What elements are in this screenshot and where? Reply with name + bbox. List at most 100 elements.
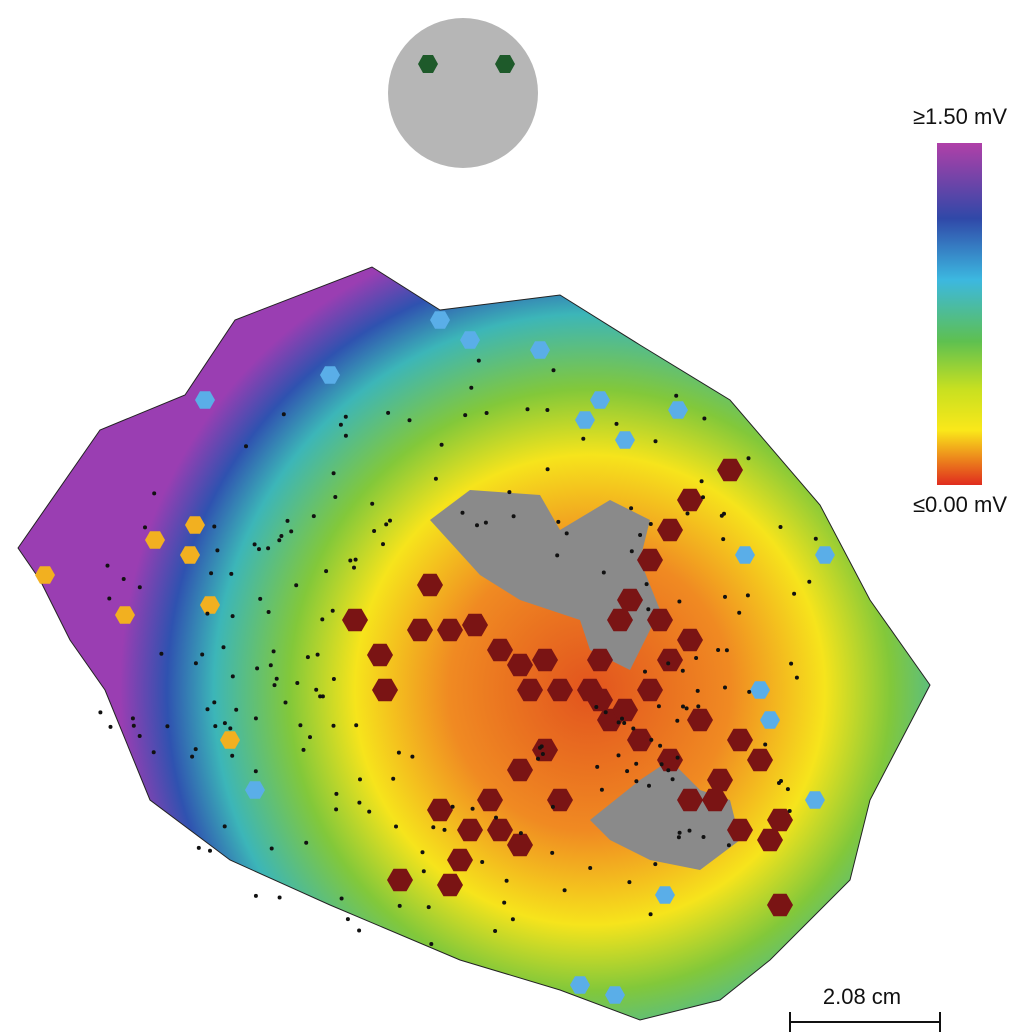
sample-point — [272, 683, 277, 688]
sample-point — [331, 471, 336, 476]
electrode-point — [702, 788, 728, 812]
sample-point — [787, 809, 792, 813]
sample-point — [268, 663, 273, 668]
tag-point — [180, 546, 200, 564]
electrode-point — [767, 893, 793, 917]
sample-point — [324, 569, 329, 574]
sample-point — [196, 845, 201, 850]
electrode-point — [487, 818, 513, 842]
sample-point — [648, 912, 653, 917]
sample-point — [208, 848, 212, 853]
sample-point — [252, 542, 257, 547]
sample-point — [550, 850, 555, 855]
sample-point — [745, 593, 750, 598]
ablation-point — [760, 711, 780, 729]
sample-point — [616, 753, 621, 758]
ablation-point — [805, 791, 825, 809]
sample-point — [469, 385, 474, 390]
electrode-point — [447, 848, 473, 872]
sample-point — [716, 648, 721, 652]
sample-point — [333, 495, 338, 499]
sample-point — [372, 529, 377, 533]
sample-point — [396, 750, 401, 755]
sample-point — [699, 479, 704, 484]
sample-point — [483, 520, 488, 525]
sample-point — [677, 830, 682, 835]
sample-point — [137, 734, 142, 738]
electrode-point — [647, 608, 673, 632]
sample-point — [629, 549, 634, 554]
sample-point — [511, 514, 516, 519]
map-surface — [17, 266, 931, 1021]
electrode-point — [507, 758, 533, 782]
electrode-point — [677, 628, 703, 652]
electrode-point — [687, 708, 713, 732]
sample-point — [354, 723, 359, 728]
sample-point — [562, 888, 567, 893]
sample-point — [308, 735, 312, 740]
sample-point — [298, 723, 303, 728]
sample-point — [98, 710, 103, 715]
tag-point — [35, 566, 55, 584]
sample-point — [687, 828, 692, 833]
sample-point — [367, 809, 372, 814]
tag-point — [200, 596, 220, 614]
sample-point — [581, 436, 586, 441]
electrode-point — [532, 648, 558, 672]
sample-point — [551, 368, 556, 373]
electrode-point — [407, 618, 433, 642]
sample-point — [484, 411, 489, 415]
sample-point — [656, 704, 661, 709]
sample-point — [311, 514, 316, 519]
sample-point — [726, 843, 731, 848]
sample-point — [143, 525, 147, 530]
sample-point — [675, 718, 680, 723]
electrode-point — [507, 833, 533, 857]
sample-point — [228, 726, 233, 731]
head-icon — [388, 18, 538, 168]
sample-point — [722, 511, 726, 516]
ablation-point — [320, 366, 340, 384]
sample-point — [622, 721, 627, 725]
sample-point — [281, 412, 286, 417]
sample-point — [320, 694, 325, 699]
scar-region — [590, 760, 740, 870]
sample-point — [550, 804, 555, 809]
sample-point — [230, 674, 235, 679]
sample-point — [510, 917, 515, 922]
scale-bar-label: 2.08 cm — [823, 984, 901, 1009]
colorbar-min-label: ≤0.00 mV — [913, 492, 1007, 517]
ablation-point — [668, 401, 688, 419]
sample-point — [504, 878, 509, 883]
sample-point — [343, 414, 348, 419]
sample-point — [792, 591, 797, 596]
sample-point — [442, 827, 447, 832]
sample-point — [294, 583, 299, 588]
sample-point — [545, 467, 550, 472]
electrode-point — [757, 828, 783, 852]
sample-point — [212, 700, 217, 705]
sample-point — [348, 558, 353, 563]
electrode-point — [427, 798, 453, 822]
sample-point — [213, 724, 218, 729]
sample-point — [388, 518, 392, 523]
sample-point — [331, 677, 336, 681]
ablation-point — [530, 341, 550, 359]
sample-point — [370, 501, 375, 506]
sample-point — [215, 548, 220, 553]
ablation-point — [245, 781, 265, 799]
sample-point — [696, 704, 701, 709]
sample-point — [426, 905, 431, 910]
ablation-point — [575, 411, 595, 429]
electrode-point — [607, 608, 633, 632]
sample-point — [229, 571, 234, 576]
sample-point — [460, 510, 465, 515]
electrode-point — [657, 518, 683, 542]
sample-point — [789, 661, 794, 666]
electrode-point — [387, 868, 413, 892]
sample-point — [694, 656, 699, 660]
electrode-point — [637, 678, 663, 702]
sample-point — [205, 611, 210, 616]
scale-bar: 2.08 cm — [789, 984, 941, 1032]
